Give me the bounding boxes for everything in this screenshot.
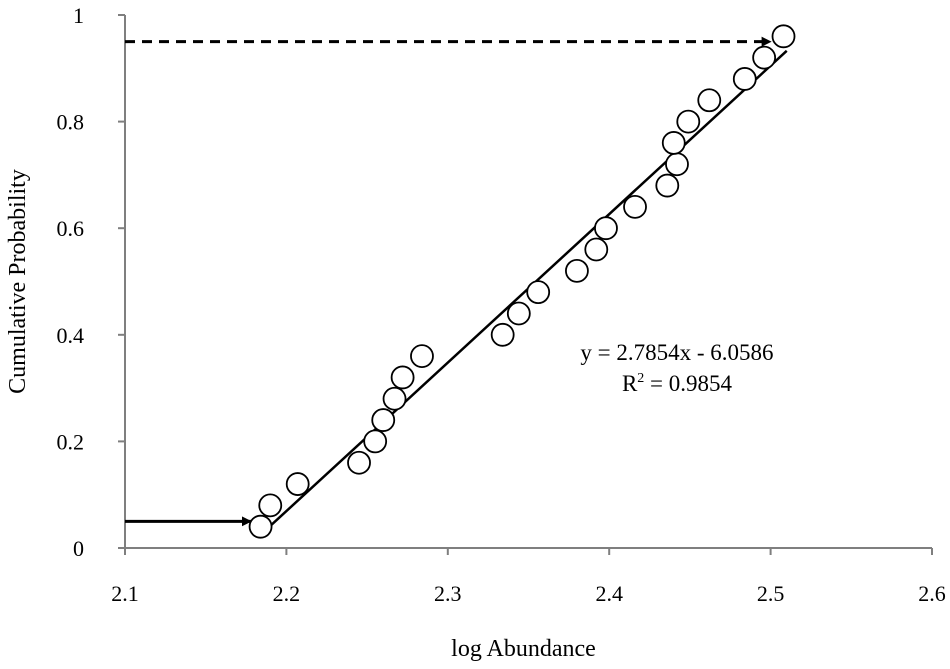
data-point — [594, 216, 618, 241]
x-axis-title: log Abundance — [451, 636, 596, 662]
data-point — [363, 429, 388, 454]
data-point — [752, 45, 777, 70]
data-point — [390, 365, 415, 390]
data-point — [732, 67, 757, 91]
data-point — [382, 386, 407, 411]
data-point — [623, 194, 647, 219]
y-tick-label: 0.8 — [57, 110, 85, 135]
data-points — [248, 24, 796, 539]
data-point — [258, 493, 283, 518]
trendline — [261, 49, 788, 535]
x-ticks: 2.1 2.2 2.3 2.4 2.5 2.6 — [111, 548, 946, 606]
x-tick-label: 2.1 — [111, 581, 139, 606]
data-point — [347, 450, 371, 475]
x-tick-label: 2.3 — [434, 581, 462, 606]
data-point — [526, 280, 551, 305]
data-point — [771, 24, 796, 49]
equation-label: y = 2.7854x - 6.0586 — [580, 340, 773, 365]
x-tick-label: 2.6 — [918, 581, 946, 606]
data-point — [410, 344, 434, 369]
annotations — [125, 36, 772, 527]
y-tick-label: 1 — [73, 3, 84, 28]
axes — [124, 15, 932, 549]
data-point — [676, 109, 701, 134]
data-point — [697, 88, 722, 113]
data-point — [584, 237, 609, 262]
x-tick-label: 2.2 — [273, 581, 301, 606]
r2-value: = 0.9854 — [644, 371, 732, 396]
data-point — [655, 173, 680, 198]
data-point — [490, 322, 515, 347]
r-squared-label: R2 = 0.9854 — [622, 371, 733, 396]
data-point — [371, 408, 396, 432]
y-tick-label: 0.6 — [57, 216, 85, 241]
x-tick-label: 2.4 — [595, 581, 623, 606]
y-ticks: 0 0.2 0.4 0.6 0.8 1 — [57, 3, 125, 561]
r2-prefix: R — [622, 371, 638, 396]
y-axis-title: Cumulative Probability — [5, 169, 31, 394]
x-tick-label: 2.5 — [757, 581, 785, 606]
data-point — [285, 472, 310, 496]
y-tick-label: 0 — [73, 536, 84, 561]
y-tick-label: 0.2 — [57, 429, 85, 454]
data-point — [248, 514, 273, 539]
data-point — [661, 131, 686, 155]
r2-superscript: 2 — [637, 371, 644, 386]
data-point — [565, 258, 589, 283]
y-tick-label: 0.4 — [57, 323, 85, 348]
data-point — [665, 152, 689, 177]
data-point — [506, 301, 531, 326]
